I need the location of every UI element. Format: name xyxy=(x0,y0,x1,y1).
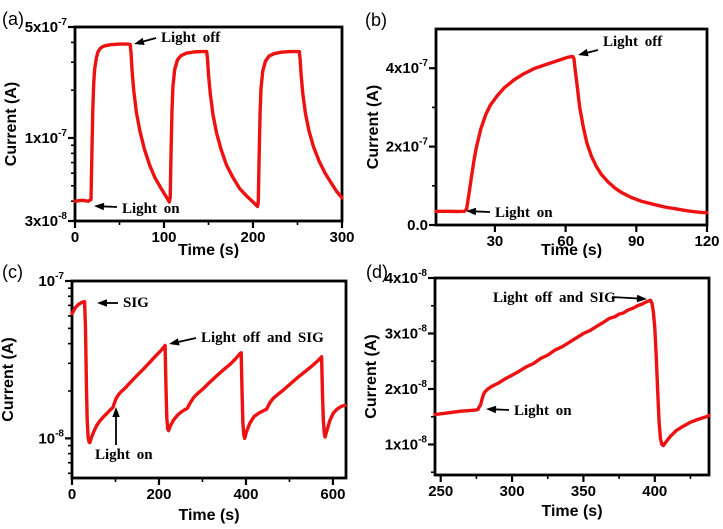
annotation-light-on: Light on xyxy=(94,201,180,217)
current-curve xyxy=(434,54,709,215)
annotation-text: Light off xyxy=(603,34,663,50)
panel-label: (a) xyxy=(2,9,24,29)
current-curve xyxy=(433,298,711,448)
x-tick-label: 350 xyxy=(571,483,596,500)
y-tick-label: 3x10-8 xyxy=(25,211,68,230)
annotation-light-off: Light off xyxy=(578,34,663,57)
y-tick-label: 4x10-8 xyxy=(385,268,428,287)
annotation-text: Light on xyxy=(95,447,153,463)
x-tick-label: 60 xyxy=(557,233,574,250)
annotation-light-on: Light on xyxy=(466,205,553,221)
y-tick-label: 10-8 xyxy=(38,428,64,447)
annotation-text: SIG xyxy=(123,295,149,311)
annotation-text: Light off and SIG xyxy=(201,330,324,346)
panel-c-svg: 0 200 400 600 10-7 10-8 SIG Light off and SIG Li… xyxy=(0,262,348,524)
panel-a-svg: 0 100 200 300 5x10-7 1x10-7 3x10-8 Light off Lig… xyxy=(2,9,355,258)
panel-d: 250 300 350 400 4x10-8 3x10-8 2x10-8 1x10-8 Ligh… xyxy=(362,258,723,529)
y-tick-label: 10-7 xyxy=(38,271,64,290)
y-axis-title: Current (A) xyxy=(3,82,20,166)
y-tick-label: 1x10-8 xyxy=(385,434,428,453)
panel-label: (b) xyxy=(365,10,387,30)
annotation-text: Light on xyxy=(495,205,553,221)
x-tick-label: 120 xyxy=(694,233,719,250)
y-tick-label: 5x10-7 xyxy=(25,17,68,36)
y-axis-title: Current (A) xyxy=(363,334,380,418)
x-tick-label: 400 xyxy=(233,486,258,503)
y-tick-label: 3x10-8 xyxy=(385,323,428,342)
annotation-light-off-and-sig: Light off and SIG xyxy=(169,330,324,346)
panel-b: 30 60 90 120 4x10-7 2x10-7 0.0 Light off Light o… xyxy=(362,0,723,258)
annotation-text: Light off xyxy=(161,30,221,46)
annotation-light-off: Light off xyxy=(134,30,221,46)
x-axis-title: Time (s) xyxy=(178,242,239,258)
x-tick-label: 90 xyxy=(628,233,645,250)
panel-d-svg: 250 300 350 400 4x10-8 3x10-8 2x10-8 1x10-8 Ligh… xyxy=(363,262,711,520)
x-tick-label: 200 xyxy=(240,229,265,246)
y-axis-title: Current (A) xyxy=(0,337,17,421)
annotation-text: Light on xyxy=(122,201,180,217)
x-tick-label: 300 xyxy=(329,229,354,246)
y-tick-label: 0.0 xyxy=(407,217,428,234)
annotation-light-on: Light on xyxy=(486,403,572,419)
x-tick-label: 0 xyxy=(68,486,76,503)
y-tick-label: 2x10-7 xyxy=(386,137,429,156)
y-tick-label: 4x10-7 xyxy=(386,58,429,77)
x-axis-title: Time (s) xyxy=(178,507,239,524)
annotation-sig: SIG xyxy=(97,295,149,311)
annotation-light-on: Light on xyxy=(95,407,153,463)
x-tick-label: 600 xyxy=(320,486,345,503)
axes-c: 0 200 400 600 10-7 10-8 xyxy=(38,271,348,503)
panel-b-svg: 30 60 90 120 4x10-7 2x10-7 0.0 Light off Light o… xyxy=(365,10,720,258)
y-tick-label: 1x10-7 xyxy=(25,128,68,147)
panel-c: 0 200 400 600 10-7 10-8 SIG Light off and SIG Li… xyxy=(0,258,362,529)
x-axis-title: Time (s) xyxy=(541,242,602,258)
annotation-light-off-and-sig: Light off and SIG xyxy=(493,290,647,306)
x-tick-label: 200 xyxy=(146,486,171,503)
x-tick-label: 30 xyxy=(487,233,504,250)
panel-a: 0 100 200 300 5x10-7 1x10-7 3x10-8 Light off Lig… xyxy=(0,0,362,258)
current-curve xyxy=(70,299,347,445)
y-tick-label: 2x10-8 xyxy=(385,379,428,398)
x-axis-title: Time (s) xyxy=(541,503,602,520)
panel-label: (d) xyxy=(366,262,388,282)
annotation-text: Light on xyxy=(514,403,572,419)
axes-d: 250 300 350 400 4x10-8 3x10-8 2x10-8 1x10-8 xyxy=(385,268,711,500)
axes-a: 0 100 200 300 5x10-7 1x10-7 3x10-8 xyxy=(25,17,355,246)
x-tick-label: 300 xyxy=(500,483,525,500)
panel-label: (c) xyxy=(2,262,23,282)
x-tick-label: 400 xyxy=(642,483,667,500)
x-tick-label: 100 xyxy=(151,229,176,246)
x-tick-label: 250 xyxy=(428,483,453,500)
y-axis-title: Current (A) xyxy=(365,85,382,169)
current-curve xyxy=(73,42,344,209)
axes-b: 30 60 90 120 4x10-7 2x10-7 0.0 xyxy=(386,27,720,250)
annotation-text: Light off and SIG xyxy=(493,290,616,306)
x-tick-label: 0 xyxy=(71,229,79,246)
